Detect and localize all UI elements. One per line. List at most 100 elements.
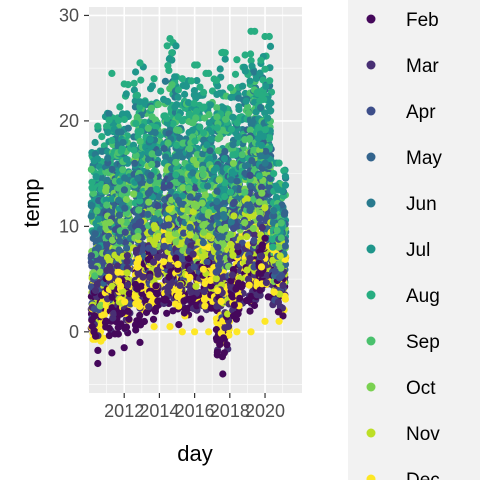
data-point (201, 279, 209, 288)
data-point (160, 258, 168, 266)
data-point (124, 281, 132, 289)
data-point (108, 195, 116, 203)
data-point (171, 73, 179, 81)
data-point (189, 208, 197, 216)
data-point (148, 160, 156, 168)
data-point (122, 323, 131, 331)
data-point (265, 134, 274, 142)
data-point (186, 231, 194, 239)
data-point (234, 310, 242, 318)
data-point (229, 159, 237, 167)
data-point (110, 309, 118, 318)
data-point (181, 90, 189, 98)
data-point (212, 275, 220, 283)
data-point (197, 315, 205, 323)
data-point (229, 266, 237, 274)
data-point (115, 116, 123, 124)
data-point (90, 305, 99, 313)
data-point (272, 182, 280, 190)
data-point (203, 141, 211, 149)
data-point (280, 167, 288, 175)
data-point (270, 212, 278, 220)
data-point (134, 232, 142, 241)
data-point (281, 181, 290, 189)
data-point (281, 242, 289, 250)
data-point (244, 103, 252, 111)
data-point (244, 275, 253, 283)
data-point (150, 215, 158, 223)
data-point (103, 242, 111, 250)
data-point (88, 184, 96, 192)
data-point (150, 323, 158, 331)
data-point (201, 302, 209, 310)
data-point (221, 193, 229, 201)
data-point (216, 259, 224, 267)
data-point (172, 171, 180, 179)
data-point (166, 323, 174, 331)
data-point (123, 110, 131, 118)
data-point (91, 138, 99, 147)
legend-key (366, 60, 376, 70)
data-point (134, 269, 142, 277)
data-point (255, 123, 263, 132)
data-point (193, 151, 201, 159)
data-point (216, 65, 224, 73)
legend-key (366, 336, 376, 346)
data-point (174, 292, 183, 300)
data-point (257, 56, 265, 64)
data-point (154, 209, 162, 217)
y-tick-label: 10 (59, 216, 79, 236)
data-point (95, 197, 103, 205)
x-tick-label: 2012 (104, 401, 144, 421)
data-point (187, 242, 195, 250)
data-point (199, 150, 207, 158)
data-point (256, 286, 264, 294)
data-point (238, 151, 246, 159)
data-point (263, 212, 272, 221)
data-point (165, 236, 173, 244)
legend-key (366, 428, 376, 438)
data-point (281, 208, 289, 217)
data-point (281, 172, 289, 180)
data-point (252, 74, 260, 83)
data-point (247, 57, 255, 65)
data-point (161, 295, 170, 303)
data-point (235, 103, 243, 111)
data-point (97, 301, 105, 309)
data-point (246, 206, 254, 214)
data-point (123, 244, 131, 252)
data-point (87, 212, 95, 220)
data-point (275, 274, 284, 282)
data-point (236, 294, 244, 302)
data-point (151, 240, 159, 249)
data-point (117, 217, 125, 225)
legend-label: Aug (406, 286, 440, 307)
data-point (221, 179, 229, 187)
data-point (108, 165, 116, 174)
data-point (222, 115, 230, 123)
data-point (257, 103, 265, 112)
data-point (186, 145, 194, 153)
data-point (94, 122, 102, 130)
data-point (108, 236, 117, 244)
data-point (132, 68, 140, 76)
data-point (130, 190, 138, 198)
data-point (243, 296, 251, 305)
data-point (220, 155, 229, 163)
data-point (266, 77, 274, 85)
data-point (189, 250, 197, 258)
data-point (154, 100, 162, 108)
data-point (163, 42, 171, 50)
data-point (229, 113, 237, 121)
data-point (202, 251, 210, 259)
data-point (145, 303, 153, 311)
data-point (204, 182, 212, 190)
data-point (105, 110, 113, 118)
data-point (164, 97, 172, 106)
data-point (207, 135, 215, 143)
data-point (207, 282, 215, 290)
x-tick-label: 2018 (210, 401, 250, 421)
data-point (104, 128, 112, 136)
data-point (277, 264, 285, 272)
data-point (153, 160, 161, 168)
